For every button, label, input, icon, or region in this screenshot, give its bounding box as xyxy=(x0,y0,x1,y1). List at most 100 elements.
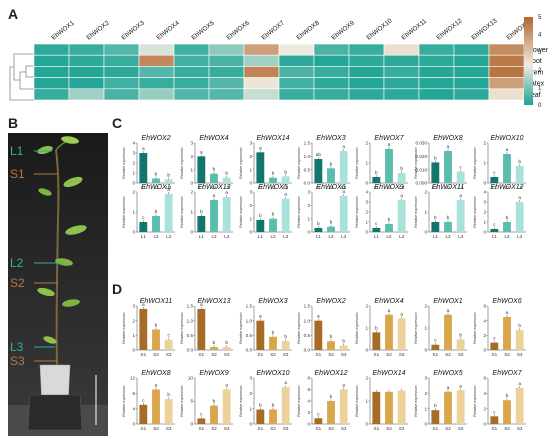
heatmap-cell xyxy=(278,77,315,90)
bar xyxy=(222,347,231,350)
significance-label: b xyxy=(459,332,462,338)
heatmap-cells xyxy=(33,43,525,101)
y-tick-label: 0.020 xyxy=(416,154,428,159)
x-tick-label: L1 xyxy=(316,234,322,239)
heatmap-col-label: EhWOX9 xyxy=(330,19,356,41)
y-tick-label: 2 xyxy=(249,154,252,159)
x-tick-label: S3 xyxy=(166,352,172,357)
significance-label: b xyxy=(213,167,216,173)
heatmap-cell xyxy=(173,66,210,78)
heatmap-cell xyxy=(383,88,420,101)
x-tick-label: S2 xyxy=(445,352,451,357)
significance-label: b xyxy=(272,171,275,177)
heatmap-cell xyxy=(103,43,140,56)
y-tick-label: 1.0 xyxy=(304,318,311,323)
y-tick-label: 1.5 xyxy=(304,304,311,309)
y-tick-label: 1 xyxy=(483,220,486,225)
significance-label: a xyxy=(200,150,203,155)
significance-label: b xyxy=(330,334,333,340)
y-tick-label: 0 xyxy=(365,230,368,235)
y-axis-label: Relative expression xyxy=(414,385,418,416)
significance-label: b xyxy=(342,339,345,345)
bar xyxy=(210,347,218,350)
y-axis-label: Relative expression xyxy=(355,147,359,178)
x-tick-label: L3 xyxy=(341,234,347,239)
y-tick-label: 4 xyxy=(483,318,486,323)
y-tick-label: 3 xyxy=(365,200,368,205)
heatmap-col-label: EhWOX7 xyxy=(260,19,286,41)
x-tick-label: S1 xyxy=(492,352,498,357)
bar xyxy=(197,156,206,183)
y-tick-label: 3 xyxy=(190,141,193,146)
x-tick-label: S3 xyxy=(517,426,523,431)
significance-label: a xyxy=(259,146,262,151)
heatmap-cell xyxy=(453,88,490,101)
x-tick-label: S2 xyxy=(270,352,276,357)
y-tick-label: 2 xyxy=(190,154,193,159)
stage-label-l3: L3 xyxy=(10,340,24,354)
chart-ehwox12: EhWOX12 0 2 4 6 8 Relative expression c S1 b S2 a S3 xyxy=(297,370,350,431)
bar xyxy=(269,409,277,424)
heatmap-cell xyxy=(418,43,455,56)
y-tick-label: 2 xyxy=(132,161,135,166)
y-tick-label: 10 xyxy=(188,376,194,381)
panel-letter-d: D xyxy=(112,281,122,297)
y-tick-label: 2 xyxy=(249,203,252,208)
chart-ehwox14: EhWOX14 0 1 2 Relative expression S1 S2 S3 xyxy=(355,370,408,431)
y-tick-label: 2 xyxy=(307,410,310,415)
heatmap-cell xyxy=(243,43,280,56)
significance-label: b xyxy=(213,399,216,405)
y-tick-label: 3 xyxy=(483,200,486,205)
y-tick-label: 3 xyxy=(424,376,427,381)
y-tick-label: 0 xyxy=(483,230,486,235)
y-tick-label: 0.0 xyxy=(187,348,194,353)
x-tick-label: S3 xyxy=(341,426,347,431)
y-tick-label: 2 xyxy=(483,333,486,338)
heatmap-cell xyxy=(453,54,490,67)
y-tick-label: 1.5 xyxy=(304,141,311,146)
heatmap-cell xyxy=(33,66,70,78)
y-tick-label: 0 xyxy=(365,181,368,186)
heatmap-cell xyxy=(208,77,245,90)
colorbar-tick: 4 xyxy=(538,33,542,39)
significance-label: a xyxy=(342,190,345,195)
heatmap-col-label: EhWOX12 xyxy=(435,17,463,41)
significance-label: a xyxy=(342,145,345,150)
chart-ehwox11: EhWOX11 0 1 2 3 Relative expression a S1 b S2 c S3 xyxy=(122,298,175,357)
y-axis-label: Relative expression xyxy=(355,196,359,227)
y-tick-label: 0.5 xyxy=(187,333,194,338)
chart-title: EhWOX8 xyxy=(433,135,462,142)
heatmap-cell xyxy=(348,88,385,101)
heatmap-cell xyxy=(68,54,105,67)
significance-label: b xyxy=(259,403,262,409)
x-tick-label: S1 xyxy=(374,426,380,431)
y-tick-label: 2 xyxy=(132,318,135,323)
x-tick-label: L1 xyxy=(433,234,439,239)
heatmap-cell xyxy=(348,66,385,78)
bar xyxy=(397,200,406,232)
x-tick-label: S1 xyxy=(433,426,439,431)
x-tick-label: S1 xyxy=(316,426,322,431)
heatmap-cell xyxy=(383,54,420,67)
heatmap-cell xyxy=(348,77,385,90)
y-axis-label: Relative expression xyxy=(414,196,418,227)
y-tick-label: 4 xyxy=(307,399,310,404)
y-tick-label: 0 xyxy=(307,230,310,235)
x-tick-label: S2 xyxy=(211,352,217,357)
significance-label: a xyxy=(400,312,403,317)
bar xyxy=(490,342,499,350)
bar xyxy=(339,389,348,424)
bar xyxy=(197,418,206,424)
x-tick-label: L3 xyxy=(283,234,289,239)
x-tick-label: S1 xyxy=(141,352,147,357)
significance-label: b xyxy=(434,403,437,409)
stage-label-l1: L1 xyxy=(10,144,24,158)
bar xyxy=(314,320,323,350)
significance-label: c xyxy=(200,412,203,417)
bar xyxy=(152,389,160,424)
y-axis-label: Relative expression xyxy=(180,385,184,416)
bar xyxy=(490,177,499,183)
significance-label: a xyxy=(259,315,262,320)
bar xyxy=(281,387,290,424)
